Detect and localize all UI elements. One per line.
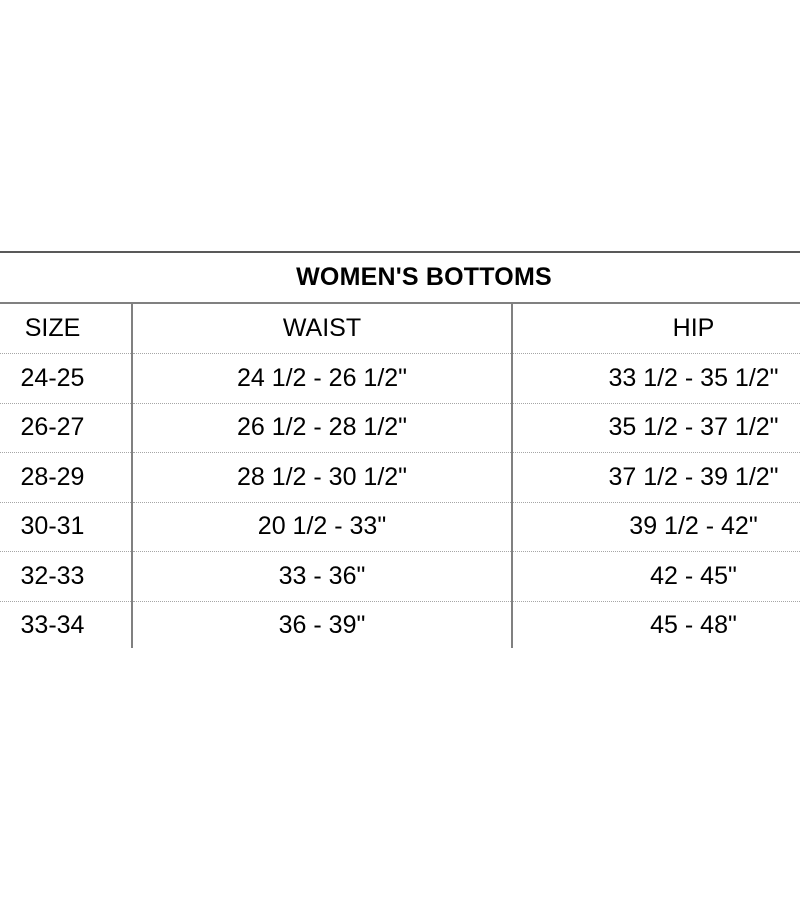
- cell-size: 33-34: [0, 601, 133, 648]
- column-header-size: SIZE: [0, 303, 133, 354]
- cell-waist: 33 - 36": [131, 551, 513, 602]
- cell-size: 32-33: [0, 551, 133, 602]
- page-title-text: WOMEN'S BOTTOMS: [296, 263, 552, 291]
- cell-hip: 33 1/2 - 35 1/2": [511, 353, 800, 404]
- cell-waist: 36 - 39": [131, 601, 513, 648]
- table-row: 26-27 26 1/2 - 28 1/2" 35 1/2 - 37 1/2": [0, 403, 800, 453]
- table-row: 24-25 24 1/2 - 26 1/2" 33 1/2 - 35 1/2": [0, 353, 800, 404]
- cell-hip: 35 1/2 - 37 1/2": [511, 403, 800, 453]
- table-row: 30-31 20 1/2 - 33" 39 1/2 - 42": [0, 502, 800, 552]
- cell-hip: 42 - 45": [511, 551, 800, 602]
- cell-size: 26-27: [0, 403, 133, 453]
- table-header-row: SIZE WAIST HIP: [0, 303, 800, 354]
- size-chart-viewport: WOMEN'S BOTTOMS SIZE WAIST HIP 24-25: [0, 251, 800, 648]
- table-row: 33-34 36 - 39" 45 - 48": [0, 601, 800, 648]
- cell-hip: 39 1/2 - 42": [511, 502, 800, 552]
- cell-hip: 45 - 48": [511, 601, 800, 648]
- column-header-waist: WAIST: [131, 303, 513, 354]
- cell-size: 28-29: [0, 452, 133, 503]
- table-row: 28-29 28 1/2 - 30 1/2" 37 1/2 - 39 1/2": [0, 452, 800, 503]
- cell-size: 30-31: [0, 502, 133, 552]
- cell-hip: 37 1/2 - 39 1/2": [511, 452, 800, 503]
- column-header-hip: HIP: [511, 303, 800, 354]
- cell-waist: 20 1/2 - 33": [131, 502, 513, 552]
- cell-waist: 28 1/2 - 30 1/2": [131, 452, 513, 503]
- cell-waist: 26 1/2 - 28 1/2": [131, 403, 513, 453]
- page-title: WOMEN'S BOTTOMS: [0, 251, 800, 304]
- cell-size: 24-25: [0, 353, 133, 404]
- cell-waist: 24 1/2 - 26 1/2": [131, 353, 513, 404]
- table-row: 32-33 33 - 36" 42 - 45": [0, 551, 800, 602]
- size-chart-table: WOMEN'S BOTTOMS SIZE WAIST HIP 24-25: [0, 251, 800, 648]
- table-title-row: WOMEN'S BOTTOMS: [0, 251, 800, 304]
